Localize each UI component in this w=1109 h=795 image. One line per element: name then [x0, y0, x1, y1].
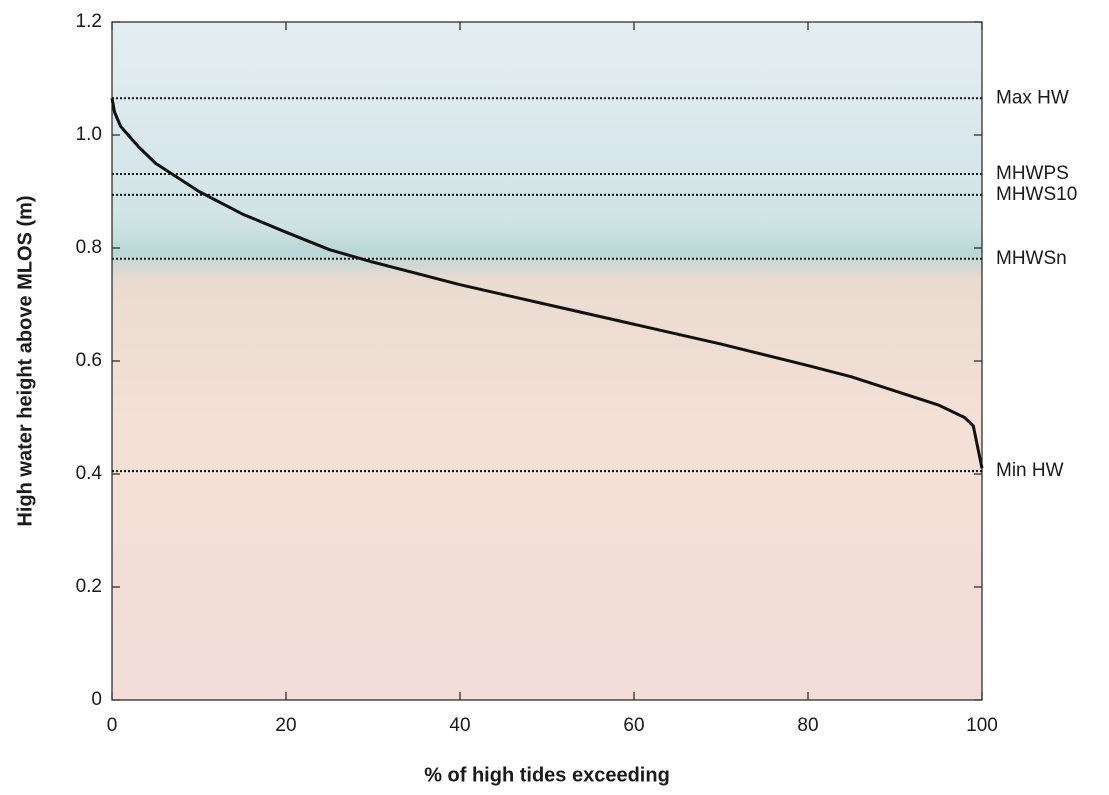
y-tick-label: 0 — [91, 689, 102, 710]
x-tick-label: 100 — [966, 715, 998, 736]
x-tick-label: 0 — [107, 715, 118, 736]
x-tick-label: 80 — [797, 715, 818, 736]
reference-label: MHWPS — [996, 163, 1069, 184]
reference-label: Max HW — [996, 87, 1069, 108]
reference-label: MHWS10 — [996, 184, 1077, 205]
x-axis-title: % of high tides exceeding — [424, 764, 670, 786]
y-tick-label: 0.2 — [76, 576, 102, 597]
reference-label: MHWSn — [996, 248, 1067, 269]
y-tick-label: 0.8 — [76, 237, 102, 258]
y-tick-label: 1.0 — [76, 124, 102, 145]
x-tick-label: 20 — [275, 715, 296, 736]
y-axis-title: High water height above MLOS (m) — [14, 195, 36, 526]
chart: % of high tides exceeding High water hei… — [0, 0, 1109, 795]
plot-background — [112, 22, 982, 700]
y-tick-label: 0.6 — [76, 350, 102, 371]
x-tick-label: 40 — [449, 715, 470, 736]
y-tick-label: 1.2 — [76, 11, 102, 32]
y-tick-label: 0.4 — [76, 463, 103, 484]
x-tick-label: 60 — [623, 715, 644, 736]
reference-label: Min HW — [996, 460, 1064, 481]
